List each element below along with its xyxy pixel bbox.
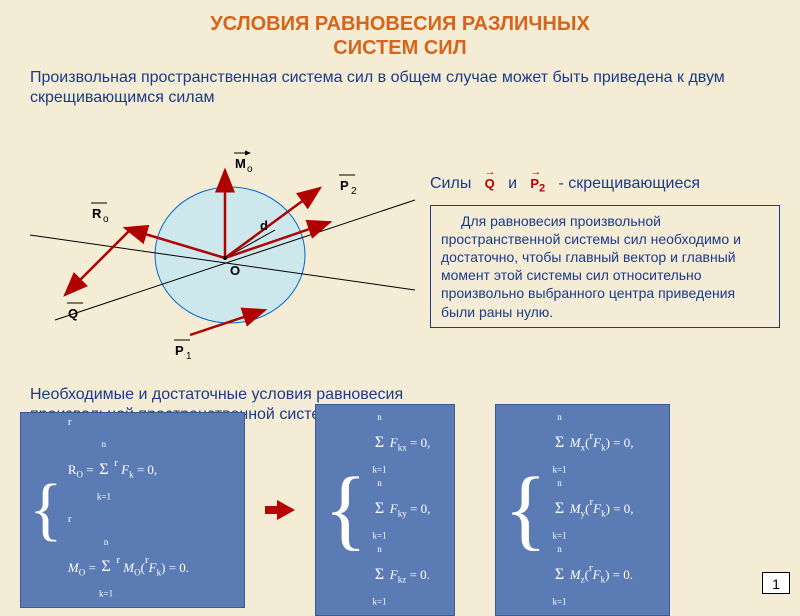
intro-text: Произвольная пространственная система си…	[0, 60, 800, 108]
title-line-1: УСЛОВИЯ РАВНОВЕСИЯ РАЗЛИЧНЫХ	[0, 12, 800, 36]
forces-mid: и	[508, 175, 517, 192]
forces-suffix: - скрещивающиеся	[558, 175, 700, 192]
svg-text:2: 2	[351, 186, 357, 197]
right-column: Силы Q и P2 - скрещивающиеся Для равнове…	[430, 175, 780, 328]
svg-text:P: P	[340, 178, 349, 193]
svg-text:d: d	[260, 218, 268, 233]
forces-line: Силы Q и P2 - скрещивающиеся	[430, 175, 780, 195]
svg-text:o: o	[247, 164, 253, 175]
equilibrium-info-box: Для равновесия произвольной пространстве…	[430, 205, 780, 328]
formula-row: { r RO = n Σ k=1 r Fk = 0, r MO = n Σ k=…	[20, 445, 780, 575]
page-number: 1	[762, 572, 790, 594]
svg-text:R: R	[92, 206, 102, 221]
svg-text:Q: Q	[68, 306, 78, 321]
svg-text:O: O	[230, 263, 240, 278]
implies-arrow	[265, 500, 295, 520]
force-diagram: Mo P2 Ro d O Q P1	[20, 140, 420, 370]
formula-box-1: { r RO = n Σ k=1 r Fk = 0, r MO = n Σ k=…	[20, 412, 245, 609]
formula-box-2: { nΣk=1 Fkx = 0, nΣk=1 Fky = 0, nΣk=1 Fk…	[315, 404, 455, 616]
conditions-line-1: Необходимые и достаточные условия равнов…	[30, 385, 403, 405]
svg-text:M: M	[235, 156, 246, 171]
svg-text:1: 1	[186, 351, 192, 362]
forces-prefix: Силы	[430, 175, 471, 192]
force-symbol-p2: P2	[530, 176, 545, 191]
page-title: УСЛОВИЯ РАВНОВЕСИЯ РАЗЛИЧНЫХ СИСТЕМ СИЛ	[0, 0, 800, 60]
svg-text:o: o	[103, 214, 109, 225]
title-line-2: СИСТЕМ СИЛ	[0, 36, 800, 60]
force-symbol-q: Q	[485, 176, 495, 191]
formula-box-3: { nΣk=1 Mx(rFk) = 0, nΣk=1 My(rFk) = 0, …	[495, 404, 670, 616]
svg-text:P: P	[175, 343, 184, 358]
